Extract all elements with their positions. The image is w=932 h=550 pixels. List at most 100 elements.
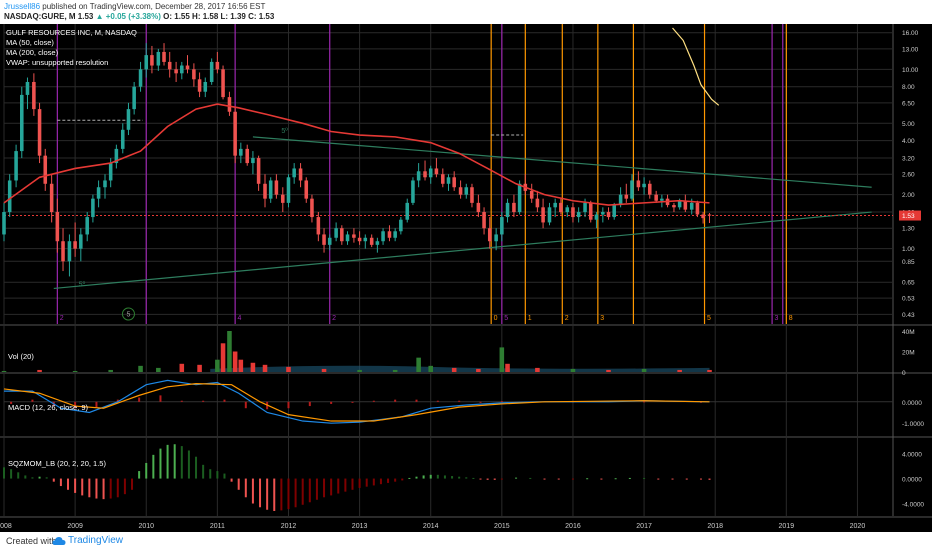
x-tick-label: 2012 xyxy=(281,523,297,530)
candle-body xyxy=(298,168,303,181)
sqzmom-bar xyxy=(685,478,688,480)
trend-line xyxy=(252,136,872,188)
fib-label: 5º xyxy=(281,128,288,135)
trend-lines: 5º 5º xyxy=(4,119,893,290)
sqzmom-tick-label: -4.0000 xyxy=(902,502,924,509)
candle-body xyxy=(416,171,421,181)
candle-body xyxy=(423,171,427,178)
candle-body xyxy=(363,237,368,242)
y-tick-label: 10.00 xyxy=(902,67,919,74)
candle-body xyxy=(701,214,705,219)
candle-body xyxy=(91,198,95,218)
candle-body xyxy=(565,207,570,213)
ma50-label: MA (50, close) xyxy=(6,38,54,47)
candle-body xyxy=(677,200,682,208)
candle-body xyxy=(630,180,634,199)
candle-body xyxy=(203,81,208,92)
sqzmom-pane xyxy=(3,444,711,512)
candle-body xyxy=(103,180,107,188)
sqzmom-bar xyxy=(152,454,155,479)
moving-average xyxy=(3,27,720,206)
price-tag xyxy=(899,210,921,221)
vwap-label: VWAP: unsupported resolution xyxy=(6,58,108,67)
sqzmom-bar xyxy=(443,475,446,479)
volume-bar xyxy=(570,368,576,372)
macd-hist-bar xyxy=(330,401,333,404)
sqzmom-bar xyxy=(699,478,702,480)
candle-body xyxy=(535,198,540,208)
candle-body xyxy=(174,69,178,74)
candle-body xyxy=(120,129,125,149)
macd-hist-bar xyxy=(138,397,141,402)
sqzmom-bar xyxy=(571,478,574,480)
candle-body xyxy=(221,69,225,98)
candle-body xyxy=(245,148,250,164)
sqzmom-bar xyxy=(145,462,148,479)
candle-body xyxy=(707,214,712,216)
candle-body xyxy=(683,200,688,210)
publish-text: published on TradingView.com, December 2… xyxy=(42,2,266,11)
sqzmom-bar xyxy=(10,469,13,479)
volume-bar xyxy=(499,347,505,372)
sqzmom-bar xyxy=(415,476,418,479)
sqzmom-bar xyxy=(628,477,631,479)
y-tick-label: 2.00 xyxy=(902,192,915,199)
sqzmom-bar xyxy=(52,478,55,482)
candle-body xyxy=(162,51,166,62)
cycle-label: 3 xyxy=(775,315,779,322)
candle-body xyxy=(476,202,481,213)
x-tick-label: 2014 xyxy=(423,523,439,530)
sqzmom-bar xyxy=(230,478,233,482)
candle-body xyxy=(79,234,83,249)
macd-hist-bar xyxy=(500,401,503,403)
x-tick-label: 2013 xyxy=(352,523,368,530)
sqzmom-bar xyxy=(88,478,91,498)
candle-body xyxy=(559,202,563,213)
sqzmom-bar xyxy=(337,478,340,494)
macd-tick-label: 0.0000 xyxy=(902,400,922,407)
candle-body xyxy=(209,61,214,82)
tradingview-brand[interactable]: TradingView xyxy=(68,535,124,546)
volume-bar xyxy=(179,363,185,372)
x-tick-label: 2018 xyxy=(707,523,723,530)
macd-hist-bar xyxy=(351,401,354,403)
candle-body xyxy=(281,194,285,203)
volume-bar xyxy=(238,359,244,372)
author-link[interactable]: Jrussell86 xyxy=(4,2,41,11)
y-tick-label: 0.65 xyxy=(902,280,915,287)
volume-bar xyxy=(641,368,647,372)
sqzmom-bar xyxy=(159,448,162,479)
sqzmom-bar xyxy=(244,478,247,498)
sqzmom-bar xyxy=(116,478,119,498)
publish-line: Jrussell86 published on TradingView.com,… xyxy=(4,2,265,11)
candle-body xyxy=(482,212,486,229)
candle-body xyxy=(695,202,700,215)
candle-body xyxy=(55,212,60,242)
sqzmom-bar xyxy=(543,478,546,480)
sqzmom-bar xyxy=(379,478,382,485)
candle-body xyxy=(180,65,184,74)
candle-body xyxy=(85,217,89,235)
macd-hist-bar xyxy=(95,401,98,408)
volume-bar xyxy=(286,366,291,372)
cycle-label: 8 xyxy=(789,315,793,322)
volume-bar xyxy=(606,369,611,372)
macd-pane xyxy=(3,379,893,424)
candle-body xyxy=(571,207,575,218)
y-tick-label: 8.00 xyxy=(902,84,915,91)
candle-body xyxy=(67,241,72,262)
macd-hist-bar xyxy=(479,401,482,403)
sqzmom-bar xyxy=(586,478,589,480)
candle-body xyxy=(642,183,646,188)
macd-hist-bar xyxy=(699,401,702,403)
axes: 2008200920102011201220132014201520162017… xyxy=(0,30,924,530)
volume-bar xyxy=(476,368,481,372)
sqzmom-bar xyxy=(479,478,482,480)
candle-body xyxy=(464,187,469,195)
sqzmom-bar xyxy=(436,474,439,479)
candle-body xyxy=(494,234,498,242)
volume-tick-label: 20M xyxy=(902,350,915,357)
candle-body xyxy=(428,168,433,178)
